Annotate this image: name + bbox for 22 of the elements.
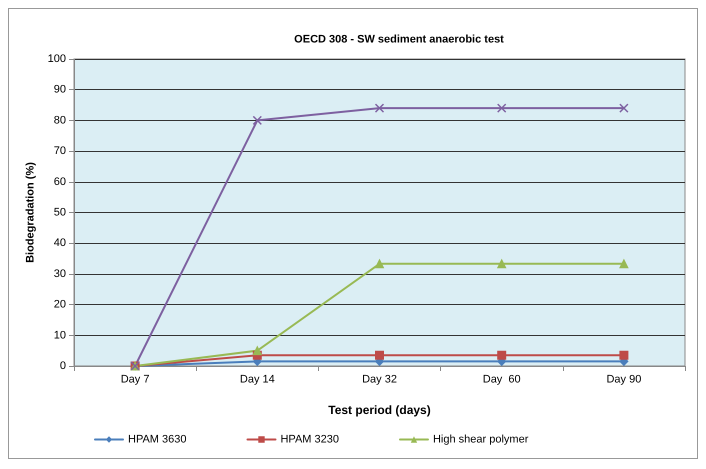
legend-label: HPAM 3630 — [128, 434, 186, 446]
y-axis-title: Biodegradation (%) — [24, 162, 36, 263]
y-tick-label: 0 — [60, 360, 66, 372]
y-tick-label: 90 — [54, 84, 66, 96]
y-tick-label: 30 — [54, 268, 66, 280]
x-tick-label: Day 14 — [240, 374, 275, 386]
y-tick-label: 20 — [54, 298, 66, 311]
y-tick-label: 60 — [54, 176, 66, 188]
y-tick-label: 40 — [54, 237, 66, 250]
y-tick-label: 10 — [54, 329, 66, 342]
x-tick-label: Day 60 — [482, 374, 521, 386]
chart-title: OECD 308 - SW sediment anaerobic test — [294, 34, 504, 46]
x-tick-label: Day 32 — [362, 374, 397, 386]
legend-label: High shear polymer — [432, 434, 529, 446]
x-axis-title: Test period (days) — [328, 403, 431, 417]
y-tick-label: 70 — [54, 145, 66, 158]
y-tick-label: 100 — [48, 53, 66, 65]
x-tick-label: Day 90 — [606, 374, 642, 386]
y-tick-label: 80 — [54, 114, 66, 126]
y-tick-label: 50 — [54, 206, 66, 218]
x-tick-label: Day 7 — [120, 374, 150, 386]
legend-label: HPAM 3230 — [280, 434, 339, 446]
